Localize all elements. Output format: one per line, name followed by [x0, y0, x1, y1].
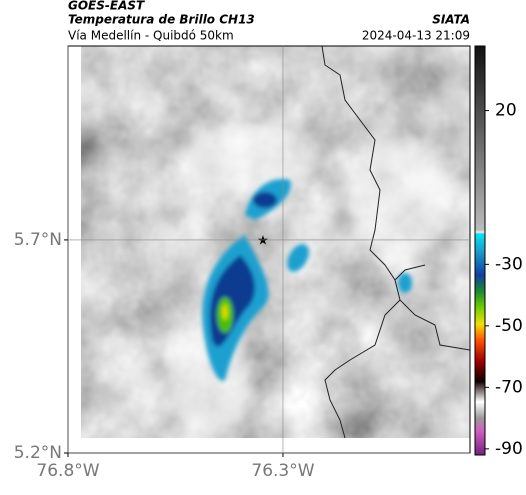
- y-tick-label: 5.2°N: [14, 443, 62, 463]
- x-tick-label: 76.8°W: [36, 461, 99, 481]
- colorbar-tick-label: -30: [495, 254, 523, 274]
- source: GOES-EAST: [68, 0, 145, 13]
- route: Vía Medellín - Quibdó 50km: [68, 29, 234, 43]
- colorbar-tick-label: -50: [495, 316, 523, 336]
- colorbar-tick-label: 20: [495, 101, 517, 121]
- satellite-image: [81, 46, 470, 438]
- location-marker: ★: [257, 234, 269, 249]
- colorbar-tick-label: -90: [495, 439, 523, 459]
- x-tick-label: 76.3°W: [251, 461, 314, 481]
- colorbar: [474, 45, 486, 456]
- colorbar-tick-label: -70: [495, 377, 523, 397]
- y-tick-label: 5.7°N: [14, 230, 62, 250]
- datetime: 2024-04-13 21:09: [362, 29, 470, 43]
- agency: SIATA: [432, 13, 470, 27]
- boundaries: [321, 46, 470, 438]
- title: Temperatura de Brillo CH13: [68, 13, 255, 27]
